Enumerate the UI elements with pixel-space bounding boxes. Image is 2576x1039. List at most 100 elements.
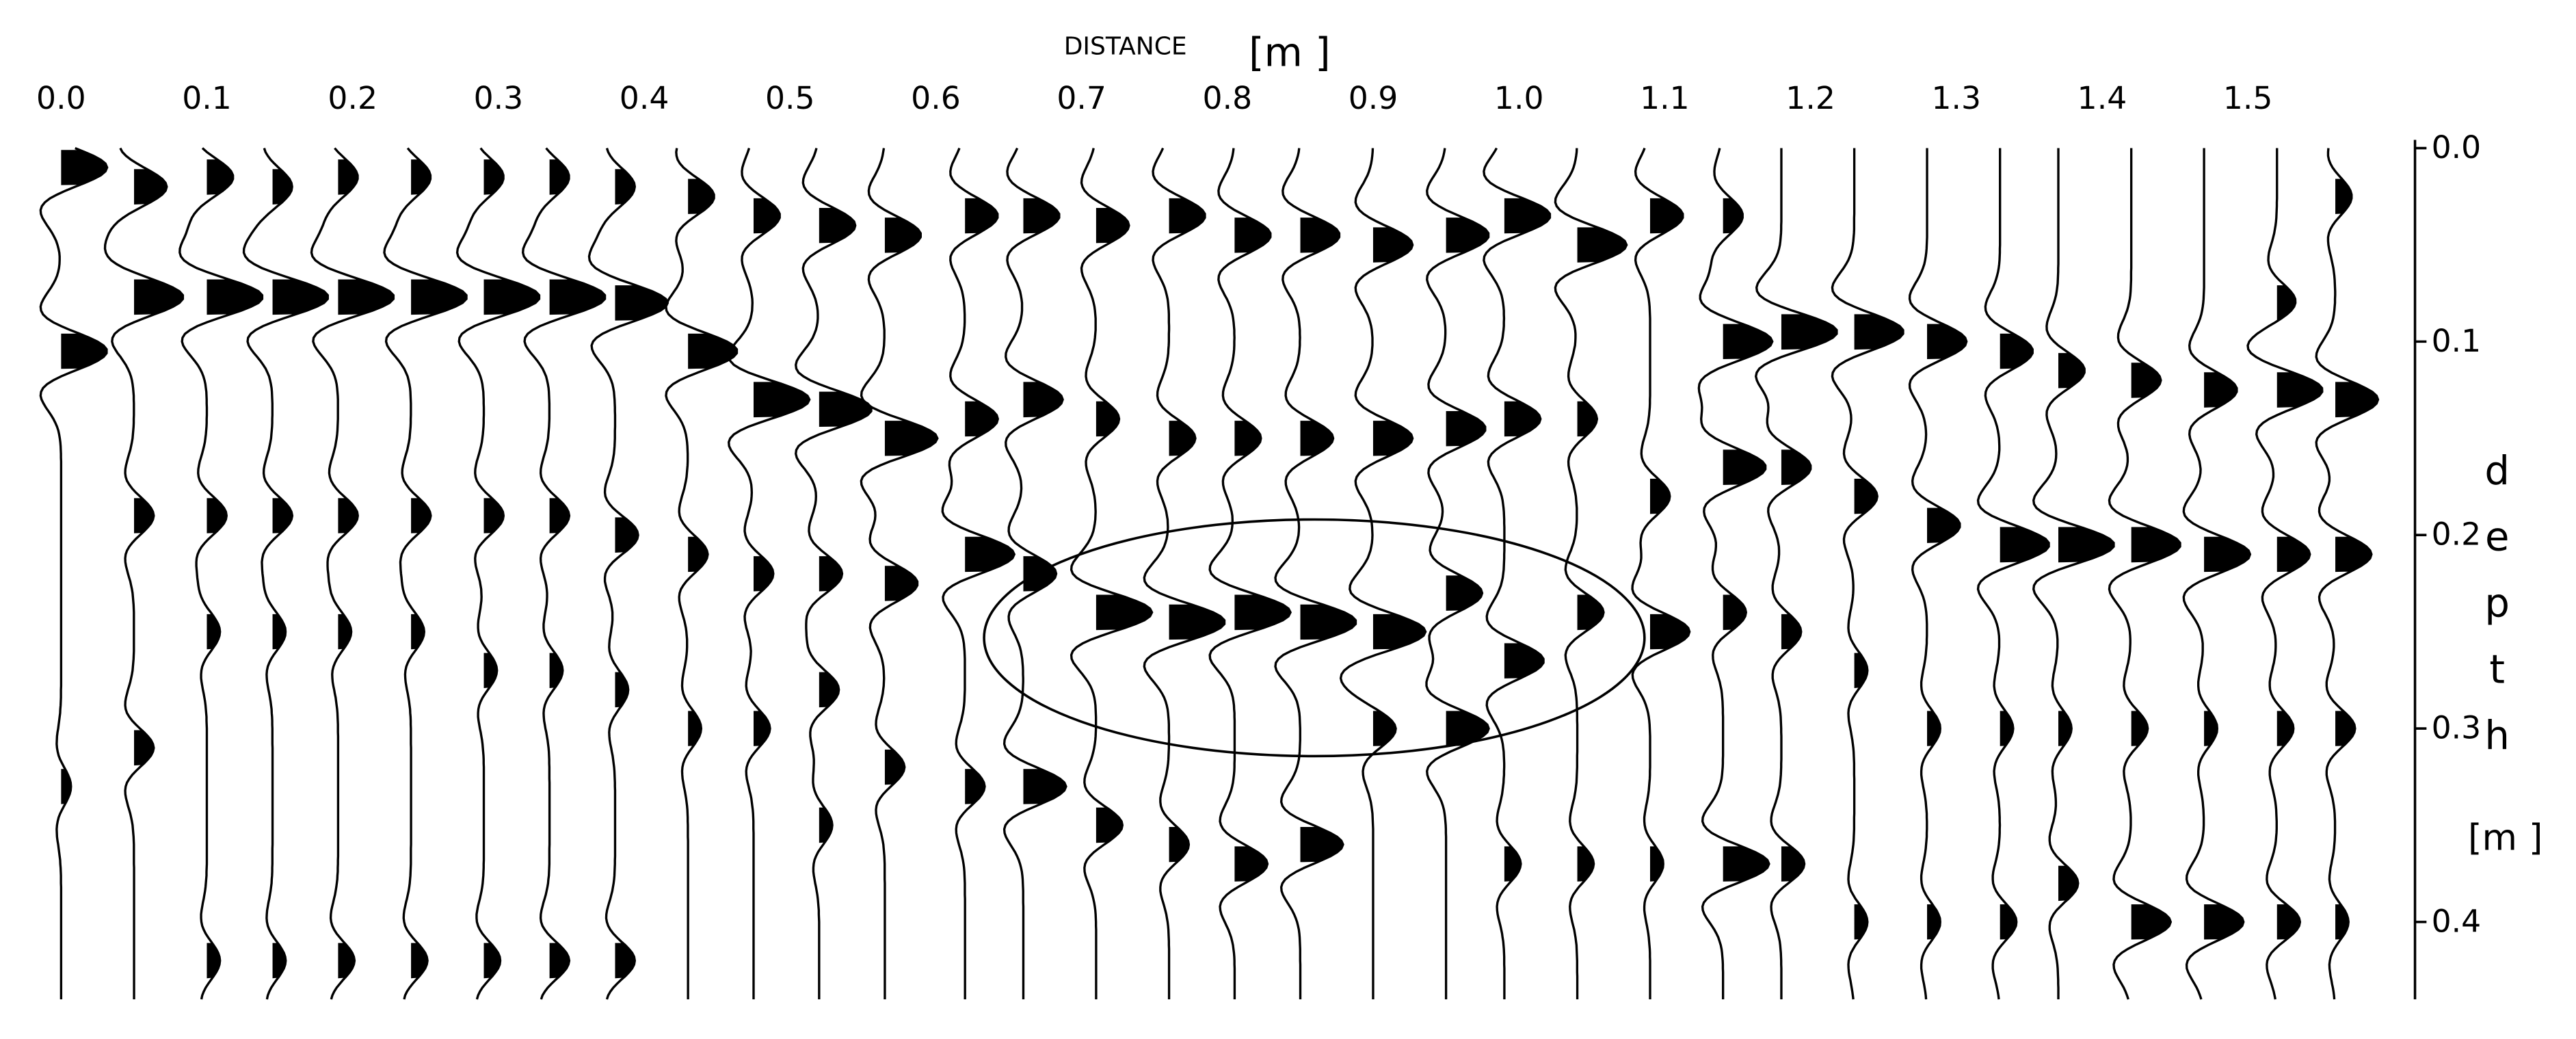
wiggle-lobe (1446, 711, 1489, 746)
wiggle-lobe (1169, 421, 1196, 456)
wiggle-lobe (753, 198, 780, 234)
wiggle-lobe (2000, 333, 2033, 369)
wiggle-lobe (819, 391, 872, 428)
trace (1631, 147, 1691, 1000)
x-tick-label: 1.0 (1494, 80, 1544, 116)
wiggle-lobe (1372, 227, 1413, 263)
trace (1754, 148, 1838, 1000)
x-tick-label: 1.3 (1931, 80, 1981, 116)
wiggle-lobe (819, 208, 855, 244)
wiggle-lobe (1854, 314, 1904, 350)
wiggle-lobe (688, 333, 738, 369)
trace (1697, 148, 1774, 1000)
wiggle-lobe (884, 421, 938, 456)
wiggle-lobe (2335, 536, 2372, 573)
y-tick-label: 0.1 (2432, 323, 2482, 359)
wiggle-lobe (272, 279, 329, 315)
wiggle-lobe (1927, 508, 1961, 543)
wiggle-lobe (753, 382, 810, 418)
trace (1976, 148, 2050, 1000)
wiggle-lobe (1446, 218, 1489, 253)
wiggle-lobe (61, 333, 107, 369)
trace (2108, 148, 2181, 1000)
wiggle-lobe (411, 279, 467, 315)
wiggle-lobe (1446, 410, 1486, 447)
wiggle-lobe (2131, 904, 2171, 940)
trace (103, 147, 185, 1000)
wiggle-lobe (1300, 826, 1343, 863)
trace (728, 148, 811, 1000)
wiggle-lobe (1096, 401, 1119, 437)
wiggle-lobe (965, 401, 998, 437)
trace (310, 147, 395, 1000)
trace (1143, 147, 1226, 1000)
wiggle-lobe (688, 179, 715, 214)
x-tick-label: 0.4 (620, 80, 669, 116)
wiggle-lobe (1927, 324, 1967, 360)
wiggle-lobe (2058, 353, 2085, 389)
trace (2032, 148, 2115, 1000)
trace (39, 146, 109, 1000)
wiggle-lobe (134, 169, 167, 205)
x-tick-label: 0.1 (182, 80, 232, 116)
wiggle-lobe (1723, 198, 1743, 234)
wiggle-lobe (2276, 536, 2310, 573)
wiggle-lobe (207, 279, 263, 315)
trace (587, 148, 669, 1000)
wiggle-lobe (2335, 382, 2378, 418)
wiggle-lobe (1504, 198, 1551, 234)
wiggle-lobe (2131, 527, 2181, 563)
trace (1339, 148, 1427, 1000)
wiggle-lobe (1723, 324, 1772, 360)
x-tick-label: 0.5 (765, 80, 815, 116)
wiggle-lobe (1723, 449, 1766, 486)
wiggle-lobe (1781, 314, 1837, 350)
trace (1908, 148, 1968, 1000)
trace (521, 147, 607, 1000)
wiggle-lobe (965, 198, 998, 234)
wiggle-lobe (1300, 218, 1340, 253)
wiggle-lobe (1300, 421, 1333, 456)
trace (1274, 148, 1357, 1000)
x-tick-label: 1.2 (1785, 80, 1835, 116)
wiggle-lobe (1372, 421, 1413, 456)
x-tick-label: 0.0 (36, 80, 86, 116)
y-tick-label: 0.3 (2432, 709, 2482, 746)
trace (860, 148, 939, 1000)
wiggle-lobe (2204, 536, 2250, 573)
wiggle-lobe (1234, 846, 1268, 882)
wiggle-lobe (1023, 556, 1057, 592)
x-axis-unit: [m ] (1249, 29, 1330, 75)
wiggle-lobe (2204, 904, 2244, 940)
wiggle-lobe (1096, 594, 1152, 631)
trace (2315, 148, 2380, 1000)
wiggle-lobe (1781, 846, 1805, 882)
trace (1208, 148, 1292, 1000)
x-tick-label: 1.4 (2077, 80, 2127, 116)
wiggle-lobe (1577, 227, 1627, 263)
wiggle-lobe (1300, 604, 1357, 640)
y-tick-label: 0.0 (2432, 129, 2482, 166)
trace (1070, 148, 1154, 1000)
wiggle-lobe (207, 159, 233, 195)
wiggle-lobe (1023, 382, 1063, 418)
highlight-ellipse (983, 518, 1646, 758)
wiggle-lobe (2204, 372, 2238, 408)
wiggle-lobe (884, 218, 921, 253)
wiggle-lobe (1372, 614, 1426, 650)
x-tick-label: 0.8 (1203, 80, 1253, 116)
trace (941, 147, 1016, 1000)
trace (1554, 148, 1628, 1000)
wiggle-lobe (965, 536, 1015, 573)
trace (1425, 148, 1490, 1000)
x-tick-label: 0.6 (911, 80, 961, 116)
x-tick-label: 0.3 (474, 80, 524, 116)
wiggle-lobe (1234, 421, 1261, 456)
wiggle-lobe (549, 279, 606, 315)
wiggle-lobe (884, 566, 918, 601)
trace (383, 147, 468, 1000)
y-axis-label: depth (2474, 447, 2521, 778)
trace (2246, 148, 2324, 1000)
trace (1002, 147, 1067, 1000)
